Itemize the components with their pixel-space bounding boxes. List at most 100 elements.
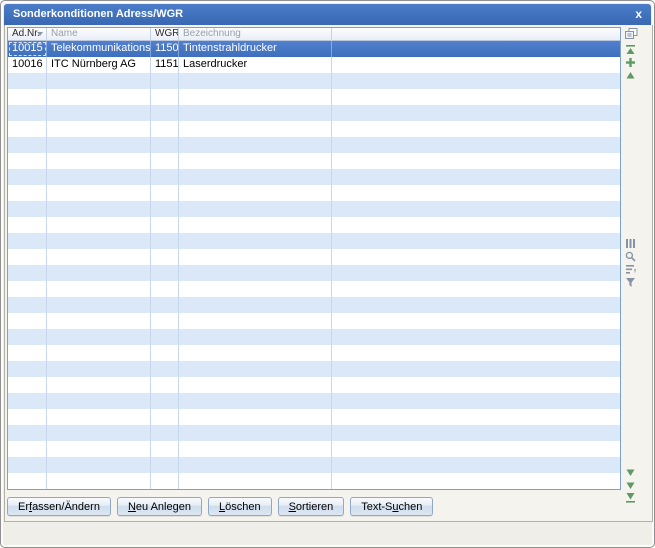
table-cell[interactable]	[151, 185, 179, 201]
table-cell[interactable]	[47, 473, 151, 489]
table-row[interactable]	[8, 281, 620, 297]
table-cell[interactable]	[179, 377, 332, 393]
table-cell[interactable]	[332, 233, 620, 249]
table-cell[interactable]	[47, 217, 151, 233]
table-cell[interactable]	[47, 441, 151, 457]
table-cell[interactable]	[8, 473, 47, 489]
table-cell[interactable]	[179, 153, 332, 169]
table-cell[interactable]	[151, 457, 179, 473]
print-icon[interactable]	[625, 28, 638, 40]
table-cell[interactable]	[8, 345, 47, 361]
table-cell[interactable]	[8, 137, 47, 153]
table-cell[interactable]	[8, 377, 47, 393]
table-cell[interactable]	[179, 473, 332, 489]
table-cell[interactable]	[151, 233, 179, 249]
table-cell[interactable]	[8, 169, 47, 185]
table-row[interactable]	[8, 329, 620, 345]
table-cell[interactable]	[8, 105, 47, 121]
table-cell[interactable]	[332, 425, 620, 441]
insert-icon[interactable]	[625, 57, 638, 69]
table-cell[interactable]	[8, 409, 47, 425]
table-row[interactable]	[8, 473, 620, 489]
table-cell[interactable]	[8, 441, 47, 457]
row-up-icon[interactable]	[625, 70, 638, 82]
table-cell[interactable]	[151, 361, 179, 377]
table-cell[interactable]	[151, 345, 179, 361]
table-cell[interactable]	[179, 297, 332, 313]
table-cell[interactable]	[179, 441, 332, 457]
table-cell[interactable]	[332, 105, 620, 121]
table-cell[interactable]	[179, 457, 332, 473]
table-cell[interactable]	[151, 393, 179, 409]
table-cell[interactable]	[179, 249, 332, 265]
table-row[interactable]	[8, 345, 620, 361]
table-cell[interactable]	[8, 297, 47, 313]
table-cell[interactable]	[179, 313, 332, 329]
table-row[interactable]	[8, 89, 620, 105]
table-cell[interactable]	[332, 137, 620, 153]
table-cell[interactable]	[151, 473, 179, 489]
table-row[interactable]	[8, 73, 620, 89]
row-down-icon[interactable]	[625, 467, 638, 479]
table-cell[interactable]	[8, 313, 47, 329]
table-cell[interactable]	[151, 105, 179, 121]
page-down-icon[interactable]	[625, 480, 638, 492]
table-cell[interactable]	[179, 345, 332, 361]
titlebar[interactable]: Sonderkonditionen Adress/WGR x	[4, 4, 651, 25]
table-cell[interactable]	[47, 361, 151, 377]
columns-icon[interactable]	[625, 238, 638, 250]
table-cell[interactable]	[179, 169, 332, 185]
table-cell[interactable]	[332, 57, 620, 73]
table-cell[interactable]	[332, 393, 620, 409]
column-header-name[interactable]: Name	[47, 28, 151, 40]
table-cell[interactable]	[151, 153, 179, 169]
close-icon[interactable]: x	[635, 7, 642, 21]
table-cell[interactable]	[8, 89, 47, 105]
table-cell[interactable]	[332, 249, 620, 265]
table-cell[interactable]	[179, 121, 332, 137]
table-row[interactable]	[8, 153, 620, 169]
table-cell[interactable]	[151, 265, 179, 281]
table-cell[interactable]	[47, 169, 151, 185]
table-cell[interactable]	[47, 185, 151, 201]
table-cell[interactable]	[151, 169, 179, 185]
table-cell[interactable]	[47, 457, 151, 473]
table-cell[interactable]	[332, 153, 620, 169]
table-cell[interactable]	[47, 137, 151, 153]
search-icon[interactable]	[625, 251, 638, 263]
table-cell[interactable]	[332, 217, 620, 233]
table-cell[interactable]	[151, 377, 179, 393]
table-cell[interactable]	[179, 329, 332, 345]
table-cell[interactable]	[151, 281, 179, 297]
table-cell[interactable]	[332, 121, 620, 137]
loeschen-button[interactable]: Löschen	[207, 497, 272, 516]
table-cell[interactable]	[332, 73, 620, 89]
table-cell[interactable]	[8, 393, 47, 409]
table-cell[interactable]	[332, 313, 620, 329]
table-cell[interactable]	[179, 393, 332, 409]
table-cell[interactable]: 1150	[151, 41, 179, 57]
table-cell[interactable]	[332, 329, 620, 345]
neu-anlegen-button[interactable]: Neu Anlegen	[116, 497, 202, 516]
table-row[interactable]: 10015 Telekommunikationste 1150 Tintenstrah…	[8, 41, 620, 57]
table-cell[interactable]	[8, 361, 47, 377]
table-cell[interactable]	[47, 105, 151, 121]
table-cell[interactable]	[332, 281, 620, 297]
table-row[interactable]	[8, 441, 620, 457]
table-cell[interactable]	[8, 329, 47, 345]
table-cell[interactable]	[151, 409, 179, 425]
table-row[interactable]	[8, 313, 620, 329]
table-cell[interactable]	[332, 201, 620, 217]
table-cell[interactable]	[179, 361, 332, 377]
table-cell[interactable]	[8, 249, 47, 265]
table-cell[interactable]: ITC Nürnberg AG	[47, 57, 151, 73]
table-cell[interactable]	[47, 89, 151, 105]
scroll-bottom-icon[interactable]	[625, 492, 638, 504]
table-cell[interactable]: 1151	[151, 57, 179, 73]
table-cell[interactable]	[179, 73, 332, 89]
table-cell[interactable]	[47, 281, 151, 297]
table-cell[interactable]	[179, 137, 332, 153]
table-cell[interactable]	[47, 345, 151, 361]
table-cell[interactable]	[179, 281, 332, 297]
table-cell[interactable]	[47, 233, 151, 249]
